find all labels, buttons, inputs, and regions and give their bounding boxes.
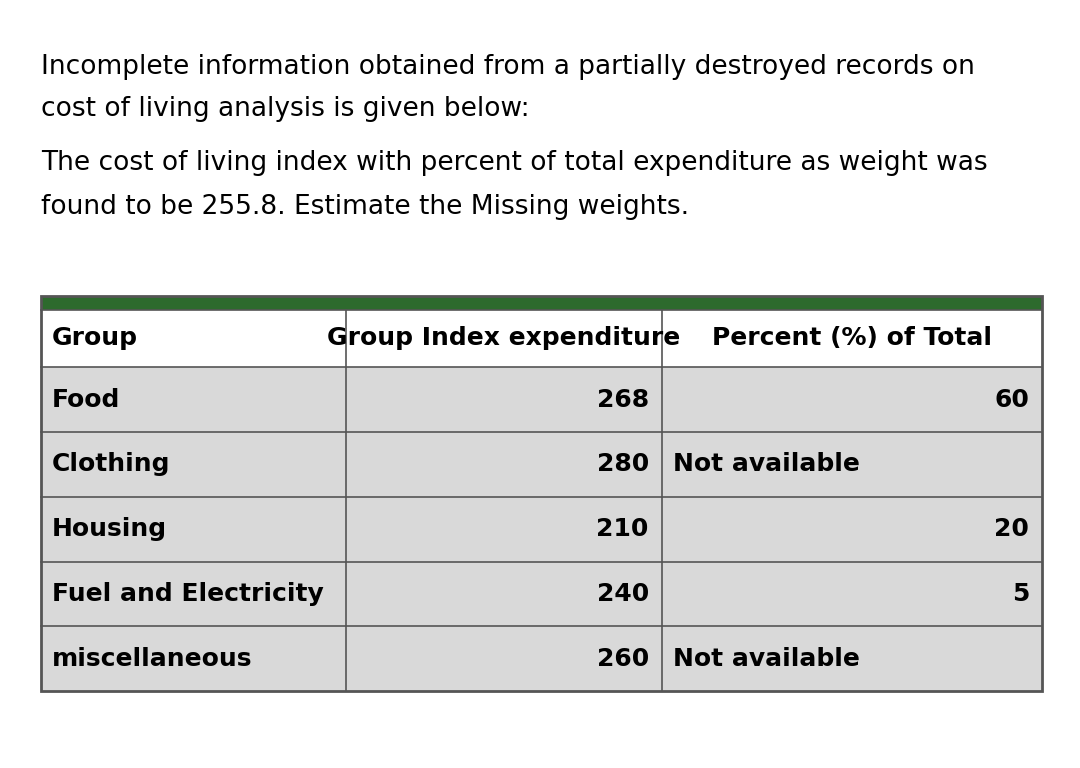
Bar xyxy=(41,310,1042,367)
Bar xyxy=(41,296,1042,310)
Bar xyxy=(41,497,1042,561)
Text: Housing: Housing xyxy=(52,517,167,541)
Text: miscellaneous: miscellaneous xyxy=(52,647,253,670)
Bar xyxy=(41,432,1042,497)
Text: Clothing: Clothing xyxy=(52,452,171,476)
Text: found to be 255.8. Estimate the Missing weights.: found to be 255.8. Estimate the Missing … xyxy=(41,194,689,220)
Bar xyxy=(41,627,1042,691)
Text: The cost of living index with percent of total expenditure as weight was: The cost of living index with percent of… xyxy=(41,150,988,176)
Text: Incomplete information obtained from a partially destroyed records on: Incomplete information obtained from a p… xyxy=(41,54,975,80)
Text: Percent (%) of Total: Percent (%) of Total xyxy=(712,326,991,350)
Text: Fuel and Electricity: Fuel and Electricity xyxy=(52,582,324,606)
Text: 280: 280 xyxy=(596,452,649,476)
Text: Not available: Not available xyxy=(673,452,860,476)
Text: 5: 5 xyxy=(1012,582,1029,606)
Bar xyxy=(41,367,1042,432)
Text: 210: 210 xyxy=(596,517,649,541)
Text: 20: 20 xyxy=(995,517,1029,541)
Text: 60: 60 xyxy=(995,388,1029,412)
Bar xyxy=(41,561,1042,627)
Text: cost of living analysis is given below:: cost of living analysis is given below: xyxy=(41,96,529,122)
Text: Group: Group xyxy=(52,326,138,350)
Text: 260: 260 xyxy=(596,647,649,670)
Bar xyxy=(41,296,1042,691)
Text: 240: 240 xyxy=(596,582,649,606)
Text: Food: Food xyxy=(52,388,120,412)
Text: 268: 268 xyxy=(596,388,649,412)
Text: Group Index expenditure: Group Index expenditure xyxy=(327,326,680,350)
Text: Not available: Not available xyxy=(673,647,860,670)
